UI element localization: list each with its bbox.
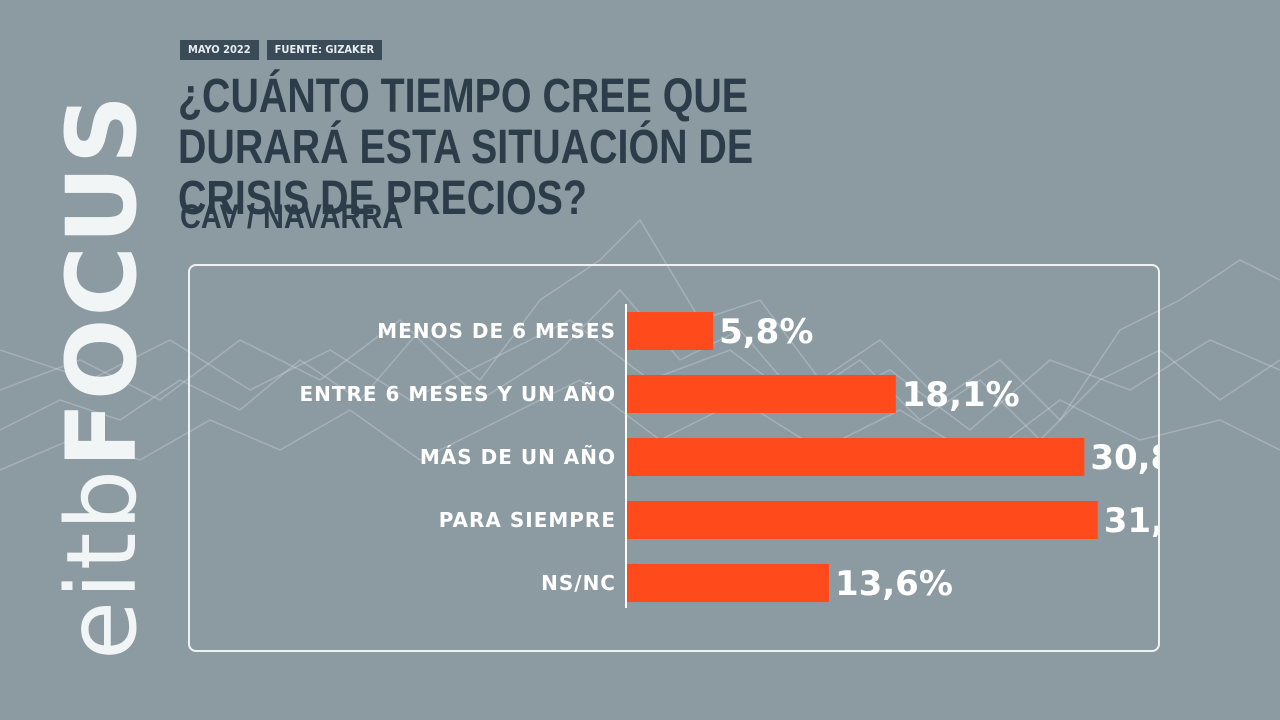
value-label: 30,8% [1090, 438, 1158, 478]
chart-title: ¿CUÁNTO TIEMPO CREE QUE DURARÁ ESTA SITU… [178, 70, 754, 225]
value-label: 13,6% [835, 564, 953, 604]
category-label: MENOS DE 6 MESES [377, 319, 616, 343]
category-label: ENTRE 6 MESES Y UN AÑO [299, 382, 616, 406]
source-tag: FUENTE: GIZAKER [266, 40, 383, 60]
chart-subtitle: CAV / NAVARRA [180, 198, 404, 236]
date-tag: MAYO 2022 [180, 40, 259, 60]
logo-text-focus: FOCUS [46, 92, 158, 468]
bar [627, 312, 714, 350]
bar [627, 501, 1098, 539]
category-label: NS/NC [541, 571, 616, 595]
bar [627, 375, 896, 413]
chart-panel: MENOS DE 6 MESES 5,8% ENTRE 6 MESES Y UN A… [188, 264, 1160, 652]
bar [627, 438, 1085, 476]
eitb-focus-logo: eitb FOCUS [42, 93, 162, 660]
value-label: 18,1% [902, 375, 1020, 415]
value-label: 31,7% [1104, 501, 1158, 541]
bar-chart: MENOS DE 6 MESES 5,8% ENTRE 6 MESES Y UN A… [299, 304, 1158, 608]
meta-bar: MAYO 2022 FUENTE: GIZAKER [180, 40, 383, 60]
bar [627, 564, 829, 602]
category-label: PARA SIEMPRE [439, 508, 616, 532]
logo-text-eitb: eitb [46, 467, 158, 660]
category-label: MÁS DE UN AÑO [420, 445, 616, 469]
value-label: 5,8% [719, 312, 813, 352]
